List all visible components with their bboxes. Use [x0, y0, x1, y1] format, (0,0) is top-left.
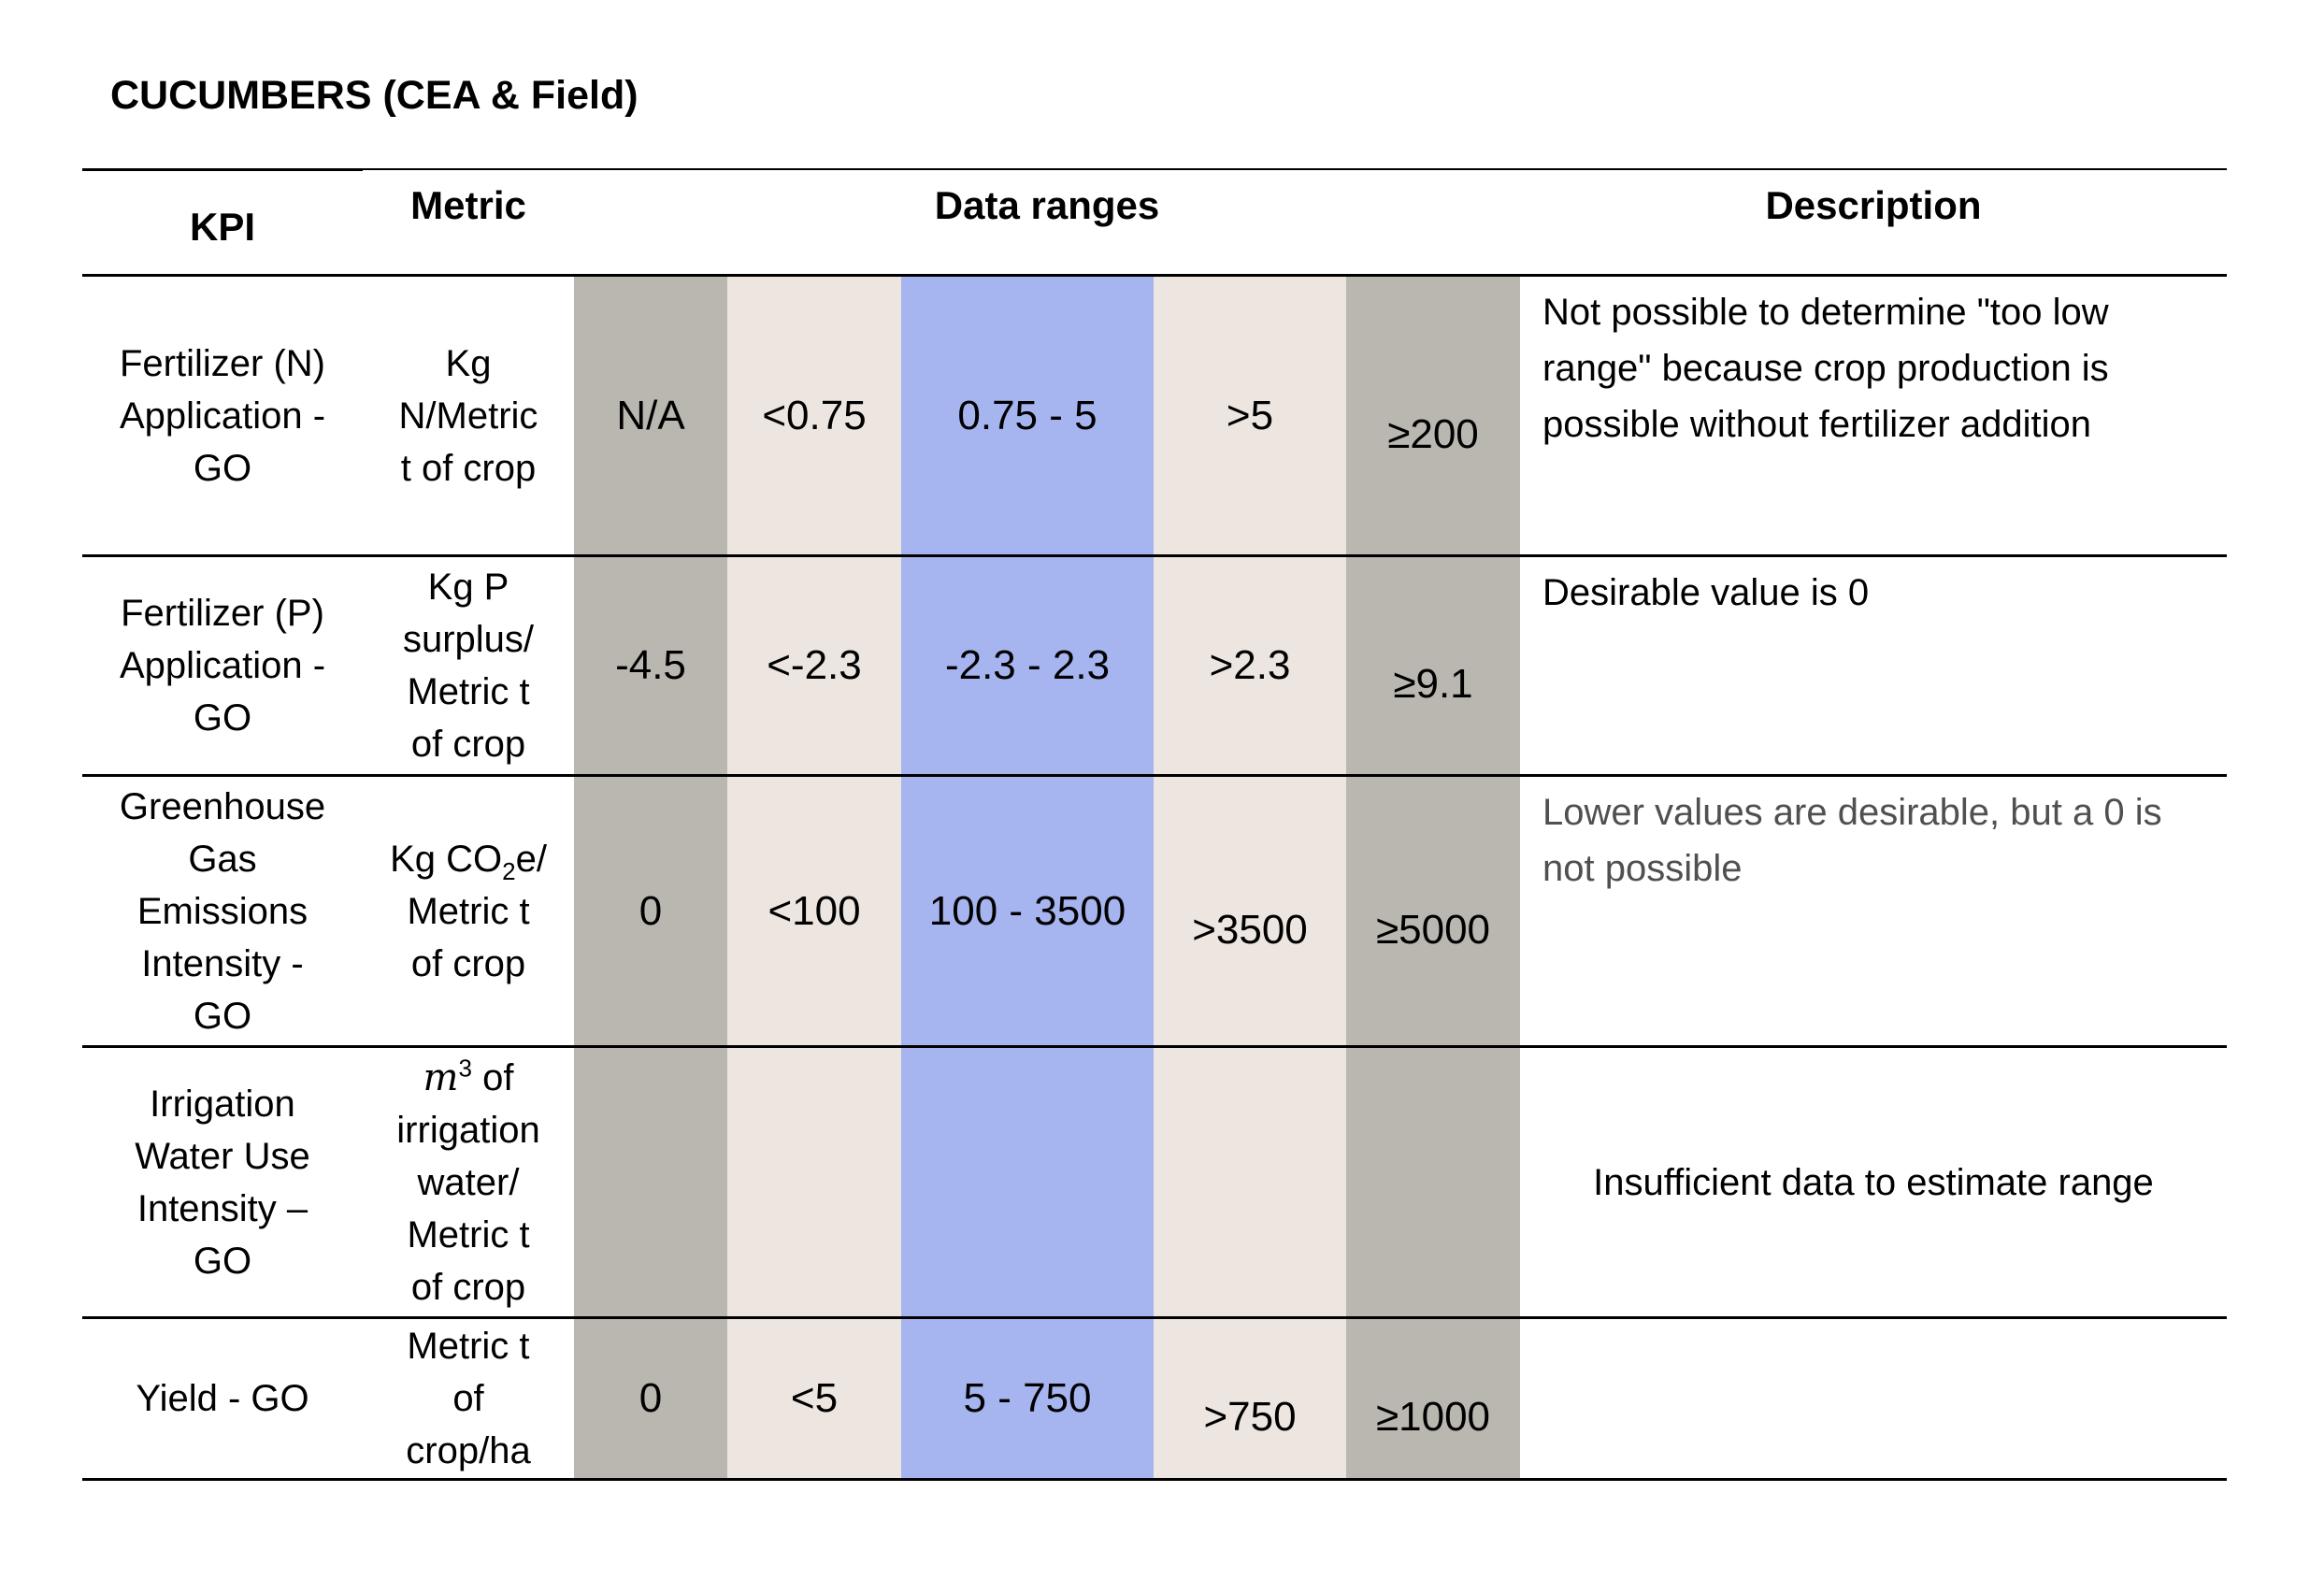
row-3-kpi: Greenhouse Gas Emissions Intensity - GO: [82, 774, 363, 1045]
row-4-range-1: [574, 1045, 727, 1316]
row-3-metric-suffix: e/ Metric t of crop: [407, 838, 547, 984]
kpi-table: KPI Metric Data ranges Description Ferti…: [82, 168, 2227, 1488]
row-2-range-3: -2.3 - 2.3: [901, 554, 1154, 774]
row-5-range-3: 5 - 750: [901, 1316, 1154, 1481]
row-3-description: Lower values are desirable, but a 0 is n…: [1520, 774, 2227, 1045]
row-3-range-5: ≥5000: [1346, 774, 1520, 1045]
row-4-range-4: [1154, 1045, 1346, 1316]
row-1-range-4: >5: [1154, 274, 1346, 554]
row-5-kpi: Yield - GO: [82, 1316, 363, 1481]
row-1-range-5: ≥200: [1346, 274, 1520, 554]
row-2-range-4: >2.3: [1154, 554, 1346, 774]
row-5-range-4: >750: [1154, 1316, 1346, 1481]
row-4-description: Insufficient data to estimate range: [1520, 1045, 2227, 1316]
row-3-range-1: 0: [574, 774, 727, 1045]
row-3-metric-subscript: 2: [502, 856, 516, 885]
row-3-range-3: 100 - 3500: [901, 774, 1154, 1045]
row-1-range-2: <0.75: [727, 274, 901, 554]
row-2-description: Desirable value is 0: [1520, 554, 2227, 774]
row-5-description: [1520, 1316, 2227, 1481]
row-4-metric-base: m: [423, 1055, 459, 1099]
row-4-metric: m3 of irrigation water/ Metric t of crop: [363, 1045, 574, 1316]
row-3-metric-prefix: Kg CO: [390, 838, 503, 880]
row-1-range-1: N/A: [574, 274, 727, 554]
row-1-metric: Kg N/Metric t of crop: [363, 274, 574, 554]
row-4-range-3: [901, 1045, 1154, 1316]
row-5-metric: Metric t of crop/ha: [363, 1316, 574, 1481]
header-metric: Metric: [363, 168, 574, 274]
row-4-range-5: [1346, 1045, 1520, 1316]
header-kpi: KPI: [82, 168, 363, 274]
row-5-range-5: ≥1000: [1346, 1316, 1520, 1481]
row-2-range-1: -4.5: [574, 554, 727, 774]
row-2-kpi: Fertilizer (P) Application - GO: [82, 554, 363, 774]
row-3-range-2: <100: [727, 774, 901, 1045]
header-description: Description: [1520, 168, 2227, 274]
row-1-kpi: Fertilizer (N) Application - GO: [82, 274, 363, 554]
row-4-kpi: Irrigation Water Use Intensity – GO: [82, 1045, 363, 1316]
page-title: CUCUMBERS (CEA & Field): [110, 73, 638, 118]
row-3-metric: Kg CO2e/ Metric t of crop: [363, 774, 574, 1045]
row-1-description: Not possible to determine "too low range…: [1520, 274, 2227, 554]
row-1-range-3: 0.75 - 5: [901, 274, 1154, 554]
header-data-ranges: Data ranges: [574, 168, 1520, 274]
row-2-range-5: ≥9.1: [1346, 554, 1520, 774]
row-2-range-2: <-2.3: [727, 554, 901, 774]
row-4-range-2: [727, 1045, 901, 1316]
row-2-metric: Kg P surplus/ Metric t of crop: [363, 554, 574, 774]
row-5-range-2: <5: [727, 1316, 901, 1481]
row-3-range-4: >3500: [1154, 774, 1346, 1045]
row-4-metric-rest: of irrigation water/ Metric t of crop: [396, 1056, 540, 1308]
row-5-range-1: 0: [574, 1316, 727, 1481]
row-4-metric-exponent: 3: [458, 1054, 472, 1083]
